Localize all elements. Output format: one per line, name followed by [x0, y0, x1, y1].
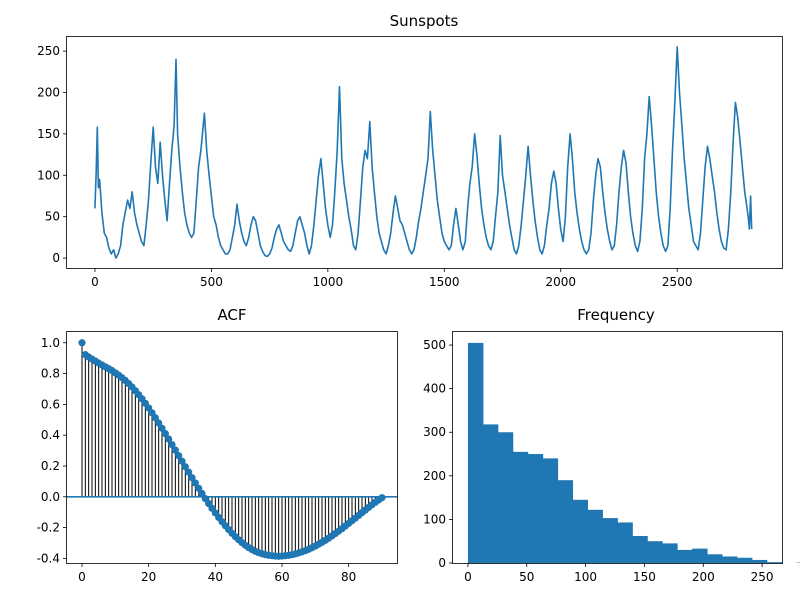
acf-marker — [158, 424, 166, 432]
histogram-bar — [662, 543, 678, 563]
acf-marker — [175, 452, 183, 460]
histogram-bar — [766, 562, 783, 563]
y-tick-label: 0.8 — [41, 367, 60, 381]
x-tick-label: 100 — [574, 570, 597, 584]
histogram-bar — [647, 541, 663, 563]
x-tick-label: 500 — [200, 275, 223, 289]
acf-marker — [185, 468, 193, 476]
histogram-bar — [602, 518, 618, 563]
y-tick-label: -0.2 — [37, 521, 60, 535]
histogram-bar — [497, 432, 514, 563]
x-tick-label: 200 — [692, 570, 715, 584]
y-tick-label: -0.4 — [37, 551, 60, 565]
acf-marker — [155, 419, 163, 427]
sunspots-frame — [66, 36, 783, 269]
x-tick-label: 0 — [464, 570, 472, 584]
x-tick-label: 60 — [274, 570, 289, 584]
histogram-bar — [692, 548, 708, 563]
acf-marker — [188, 474, 196, 482]
y-tick-label: 0.4 — [41, 428, 60, 442]
histogram-bar — [557, 480, 574, 563]
x-tick-label: 40 — [208, 570, 223, 584]
x-tick-label: 250 — [751, 570, 774, 584]
y-tick-label: 0.6 — [41, 397, 60, 411]
acf-title: ACF — [217, 306, 246, 324]
y-tick-label: 150 — [37, 127, 60, 141]
x-tick-label: 1000 — [313, 275, 344, 289]
y-tick-label: 200 — [423, 469, 446, 483]
y-tick-label: 100 — [423, 512, 446, 526]
acf-frame — [66, 331, 398, 564]
x-tick-label: 150 — [633, 570, 656, 584]
x-tick-label: 0 — [91, 275, 99, 289]
sunspots-series-line — [94, 46, 753, 259]
x-tick-label: 20 — [141, 570, 156, 584]
histogram-bar — [751, 559, 768, 563]
frequency-axes: Frequency 0 50 100 150 200 250 0 100 200 300 400 50… — [423, 306, 800, 584]
acf-plot-area — [67, 339, 397, 560]
x-tick-label: 2500 — [662, 275, 693, 289]
y-tick-label: 200 — [37, 85, 60, 99]
x-tick-label: 0 — [78, 570, 86, 584]
histogram-bar — [736, 557, 753, 563]
acf-marker — [165, 435, 173, 443]
frequency-plot-area — [467, 342, 800, 563]
histogram-bar — [542, 458, 559, 563]
acf-marker — [378, 494, 386, 502]
histogram-bar — [467, 342, 484, 563]
acf-marker — [168, 440, 176, 449]
y-tick-label: 50 — [45, 210, 60, 224]
histogram-bar — [617, 522, 633, 563]
acf-marker — [151, 414, 159, 422]
sunspots-axes: Sunspots 0 500 1000 1500 2000 2500 0 50 100 150 20… — [37, 12, 783, 289]
y-tick-label: 300 — [423, 425, 446, 439]
histogram-bar — [482, 424, 499, 563]
acf-marker — [78, 339, 86, 347]
x-tick-label: 50 — [519, 570, 534, 584]
histogram-bar — [587, 509, 603, 563]
acf-marker — [161, 430, 169, 438]
acf-ticks: 0 20 40 60 80 -0.4 -0.2 0.0 0.2 0.4 0.6 0.8 1.0 — [37, 336, 357, 584]
histogram-bar — [721, 556, 738, 563]
y-tick-label: 0.0 — [41, 490, 60, 504]
x-tick-label: 80 — [341, 570, 356, 584]
acf-marker — [171, 446, 179, 454]
acf-marker — [181, 463, 189, 471]
x-tick-label: 2000 — [545, 275, 576, 289]
y-tick-label: 0 — [438, 556, 446, 570]
sunspots-ticks: 0 500 1000 1500 2000 2500 0 50 100 150 200 250 — [37, 44, 692, 289]
y-tick-label: 250 — [37, 44, 60, 58]
y-tick-label: 100 — [37, 168, 60, 182]
frequency-title: Frequency — [577, 306, 655, 324]
x-tick-label: 1500 — [429, 275, 460, 289]
acf-marker — [198, 489, 206, 497]
histogram-bar — [572, 499, 588, 563]
y-tick-label: 0 — [52, 251, 60, 265]
histogram-bar — [512, 451, 529, 563]
y-tick-label: 400 — [423, 382, 446, 396]
histogram-bar — [707, 554, 723, 563]
acf-axes: ACF 0 20 40 60 80 -0.4 -0.2 0.0 0.2 0.4 0.6 0.8 1.0 — [37, 306, 398, 584]
sunspots-plot-area — [94, 46, 753, 259]
frequency-ticks: 0 50 100 150 200 250 0 100 200 300 400 500 — [423, 338, 773, 584]
acf-marker — [195, 484, 203, 492]
frequency-frame — [452, 331, 783, 564]
histogram-bar — [677, 549, 693, 563]
histogram-bar — [527, 454, 544, 563]
y-tick-label: 0.2 — [41, 459, 60, 473]
y-tick-label: 500 — [423, 338, 446, 352]
y-tick-label: 1.0 — [41, 336, 60, 350]
histogram-bar — [632, 535, 648, 563]
acf-marker — [178, 457, 186, 465]
acf-marker — [191, 479, 199, 487]
sunspots-title: Sunspots — [390, 12, 459, 30]
